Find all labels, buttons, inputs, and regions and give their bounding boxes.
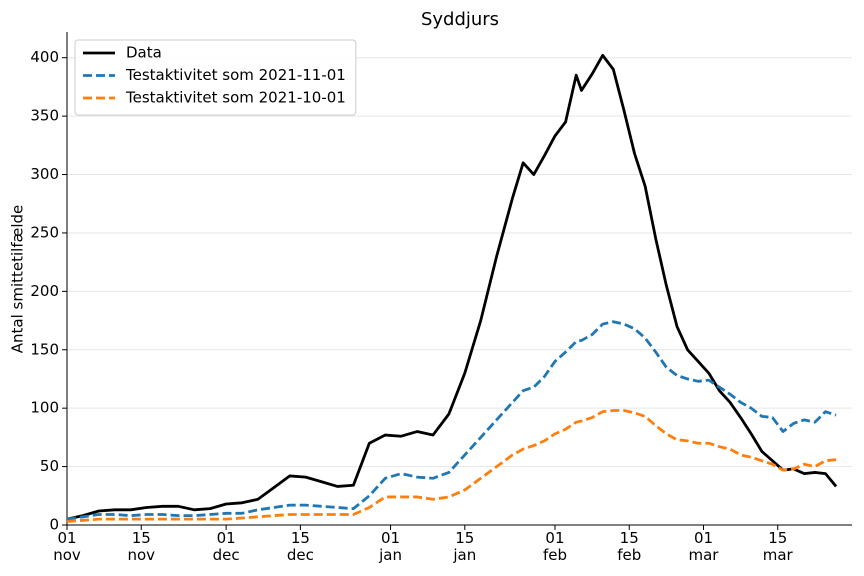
x-tick-label: 15 jan (453, 529, 477, 564)
legend-label: Testaktivitet som 2021-10-01 (125, 89, 346, 107)
x-tick-label: 15 nov (127, 529, 156, 564)
legend: Data Testaktivitet som 2021-11-01 Testakti… (74, 39, 357, 116)
y-tick-label: 150 (30, 340, 59, 358)
y-tick-label: 200 (30, 282, 59, 300)
x-tick-label: 01 feb (542, 529, 567, 564)
legend-label: Testaktivitet som 2021-11-01 (125, 66, 346, 84)
y-tick-label: 300 (30, 165, 59, 183)
x-tick-label: 15 dec (286, 529, 314, 564)
x-tick-label: 15 mar (762, 529, 793, 564)
y-tick-label: 50 (40, 457, 59, 475)
line-series (66, 53, 838, 521)
legend-box (74, 39, 357, 116)
x-tick-label: 15 feb (617, 529, 642, 564)
line-series (66, 409, 837, 523)
y-axis-label: Antal smittetilfælde (9, 205, 27, 354)
x-tick-label: 01 dec (212, 529, 240, 564)
x-tick-label: 01 nov (53, 529, 81, 564)
y-tick-label: 350 (30, 107, 59, 125)
y-tick-label: 250 (30, 223, 59, 241)
y-tick-label: 100 (30, 399, 59, 417)
x-tick-label: 01 mar (688, 529, 719, 564)
y-tick-label: 0 (49, 516, 59, 534)
chart-title: Syddjurs (421, 9, 499, 30)
x-tick-label: 01 jan (379, 529, 402, 564)
line-series (66, 320, 837, 521)
y-tick-label: 400 (30, 48, 59, 66)
legend-label: Data (126, 44, 162, 62)
